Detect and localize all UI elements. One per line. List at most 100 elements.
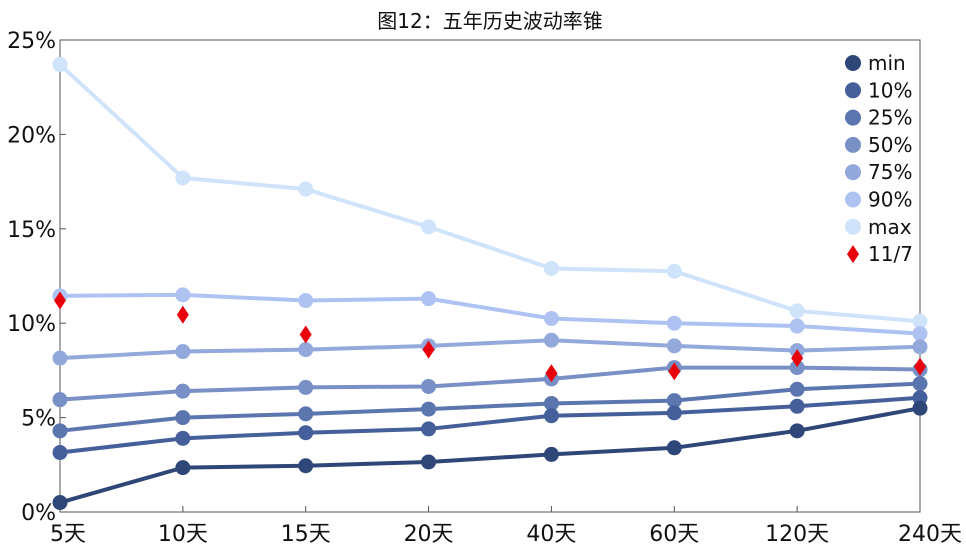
series-point	[789, 318, 805, 334]
legend: min 10% 25% 50% 75% 90% max 11/7	[845, 51, 913, 266]
legend-swatch	[845, 109, 861, 126]
x-tick-label: 20天	[404, 522, 454, 546]
series-point	[666, 315, 682, 331]
series-point	[543, 332, 559, 348]
series-point	[789, 303, 805, 319]
series-10%	[52, 390, 928, 461]
marker-point	[422, 340, 435, 359]
y-axis: 0% 5% 10% 15% 20% 25%	[7, 29, 66, 526]
y-tick-label: 10%	[7, 312, 56, 337]
series-point	[298, 181, 314, 197]
marker-point	[914, 357, 926, 376]
series-layer	[52, 57, 928, 511]
series-25%	[52, 376, 928, 439]
series-point	[175, 430, 191, 446]
series-point	[789, 398, 805, 414]
series-point	[175, 344, 191, 360]
plot-frame	[59, 39, 921, 513]
legend-label: max	[868, 215, 912, 239]
series-max	[52, 57, 928, 329]
chart-title: 图12：五年历史波动率锥	[377, 9, 602, 33]
x-tick-label: 10天	[158, 522, 208, 546]
series-point	[543, 260, 559, 276]
series-point	[543, 408, 559, 424]
y-tick-label: 20%	[7, 123, 56, 148]
series-point	[298, 425, 314, 441]
series-point	[789, 360, 805, 376]
series-point	[789, 423, 805, 439]
series-point	[912, 390, 928, 406]
marker-point	[545, 364, 558, 383]
legend-swatch	[845, 55, 861, 71]
x-axis: 5天 10天 15天 20天 40天 60天 120天 240天	[50, 506, 962, 546]
series-point	[175, 410, 191, 426]
legend-label: 10%	[868, 78, 912, 102]
x-tick-label: 5天	[50, 522, 86, 546]
x-tick-label: 120天	[765, 522, 829, 546]
legend-swatch	[847, 245, 859, 264]
series-line	[59, 292, 921, 336]
marker-point	[791, 349, 804, 368]
series-point	[421, 421, 437, 437]
series-min	[52, 400, 928, 511]
series-point	[52, 57, 68, 73]
series-point	[52, 392, 68, 408]
y-tick-label: 5%	[21, 407, 56, 432]
series-point	[543, 310, 559, 326]
legend-swatch	[845, 82, 861, 99]
x-tick-label: 15天	[281, 522, 331, 546]
series-point	[52, 350, 68, 366]
legend-label: 90%	[868, 188, 912, 212]
legend-label: min	[868, 51, 906, 75]
series-point	[666, 338, 682, 354]
series-point	[52, 495, 68, 511]
marker-layer	[54, 291, 926, 383]
marker-point	[176, 305, 189, 324]
series-point	[52, 445, 68, 461]
series-line	[59, 338, 921, 361]
series-point	[175, 170, 191, 186]
series-point	[298, 458, 314, 474]
series-point	[789, 381, 805, 397]
series-point	[666, 405, 682, 421]
legend-label: 50%	[868, 133, 912, 157]
series-point	[666, 440, 682, 456]
marker-point	[299, 325, 312, 344]
series-point	[421, 401, 437, 417]
series-point	[175, 383, 191, 399]
series-point	[543, 446, 559, 462]
series-point	[421, 454, 437, 470]
series-line	[58, 63, 921, 324]
series-point	[666, 263, 682, 279]
series-point	[666, 393, 682, 409]
series-point	[298, 379, 314, 395]
x-tick-label: 60天	[649, 522, 699, 546]
series-point	[421, 378, 437, 394]
x-tick-label: 240天	[898, 522, 962, 546]
series-line	[59, 395, 921, 455]
y-tick-label: 0%	[21, 501, 56, 526]
legend-label: 75%	[868, 160, 912, 184]
series-point	[421, 219, 437, 235]
series-90%	[52, 287, 928, 342]
legend-swatch	[845, 191, 861, 208]
series-point	[298, 342, 314, 358]
legend-swatch	[845, 136, 861, 153]
series-point	[912, 376, 928, 392]
series-point	[175, 460, 191, 476]
legend-swatch	[845, 218, 861, 235]
series-point	[912, 326, 928, 342]
legend-swatch	[845, 164, 861, 181]
series-point	[298, 293, 314, 309]
series-point	[912, 400, 928, 416]
series-line	[59, 406, 921, 505]
y-tick-label: 25%	[7, 29, 56, 54]
series-point	[421, 291, 437, 307]
series-point	[52, 423, 68, 439]
series-point	[298, 406, 314, 422]
x-tick-label: 40天	[526, 522, 576, 546]
legend-label: 25%	[868, 106, 912, 130]
series-point	[543, 395, 559, 411]
series-point	[175, 287, 191, 303]
